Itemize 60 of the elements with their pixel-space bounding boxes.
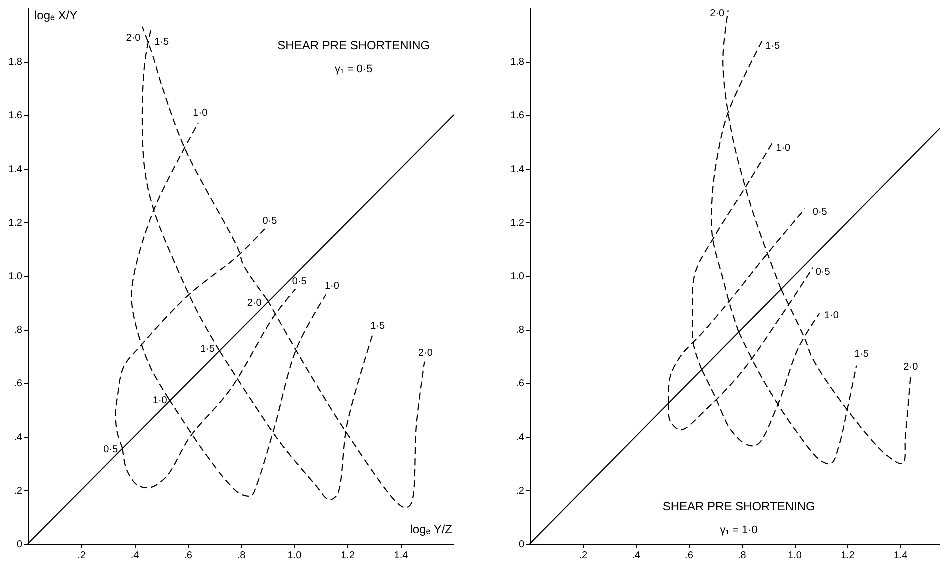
x-tick-label: .4	[632, 550, 641, 562]
x-tick-label: .6	[184, 550, 193, 562]
annotation: 0·5	[262, 216, 278, 228]
text: SHEAR PRE SHORTENING	[278, 38, 430, 53]
text: γ₁ = 0·5	[335, 64, 373, 76]
annotation: 1·5	[854, 348, 870, 360]
annotation: 1·5	[766, 41, 780, 52]
annotation: 1·0	[152, 395, 168, 406]
annotation: 2·0	[904, 362, 919, 374]
y-tick-label: .4	[14, 432, 23, 444]
annotation: 0·5	[812, 207, 828, 218]
x-tick-label: .8	[738, 550, 747, 562]
x-tick-label: .8	[237, 550, 246, 562]
annotation: 2·0	[247, 298, 262, 310]
annotation: 0·5	[816, 266, 831, 278]
annotation: 1·5	[200, 344, 216, 356]
x-tick-label: .6	[685, 550, 694, 562]
annotation: 1·5	[370, 320, 386, 332]
annotation: 2·0	[418, 348, 434, 359]
annotation: 2·0	[126, 32, 142, 44]
annotation: 1·0	[824, 310, 840, 322]
y-tick-label: 0	[518, 540, 525, 550]
y-tick-label: 1.6	[8, 110, 23, 122]
y-axis-title: logₑ X/Y	[34, 8, 78, 22]
y-tick-label: 0	[16, 540, 23, 550]
y-tick-label: 1.4	[510, 164, 525, 176]
annotation: 2·0	[710, 8, 726, 20]
y-tick-label: .4	[516, 432, 525, 444]
x-tick-label: 1.4	[394, 550, 409, 562]
y-tick-label: 1.8	[510, 57, 525, 68]
y-tick-label: .2	[14, 486, 23, 497]
x-tick-label: .2	[78, 550, 86, 562]
annotation: 1·0	[776, 143, 792, 154]
x-tick-label: .2	[579, 550, 588, 562]
y-tick-label: .8	[14, 325, 23, 336]
y-tick-label: 1.4	[8, 164, 23, 176]
annotation: 0·5	[292, 276, 308, 288]
annotation: 0·5	[104, 444, 118, 456]
y-tick-label: 1.2	[8, 218, 23, 229]
annotation: 1·5	[154, 36, 170, 48]
y-tick-label: 1.0	[510, 272, 525, 282]
x-tick-label: 1.4	[894, 550, 908, 562]
x-tick-label: .4	[130, 550, 140, 562]
y-tick-label: .8	[516, 325, 525, 336]
y-tick-label: 1.0	[8, 272, 23, 282]
y-tick-label: 1.8	[8, 57, 23, 68]
y-tick-label: .6	[516, 378, 525, 390]
annotation: 1·0	[193, 108, 208, 120]
x-tick-label: 1.0	[788, 550, 802, 562]
annotation: 1·0	[324, 280, 340, 292]
x-axis-title: logₑ Y/Z	[410, 522, 452, 536]
y-tick-label: 1.6	[510, 110, 525, 122]
x-tick-label: 1.0	[288, 550, 302, 562]
x-tick-label: 1.2	[341, 550, 356, 562]
y-tick-label: 1.2	[510, 218, 525, 229]
text: γ₁ = 1·0	[720, 524, 758, 536]
x-tick-label: 1.2	[840, 550, 856, 562]
text: SHEAR PRE SHORTENING	[662, 499, 816, 514]
y-tick-label: .2	[516, 486, 525, 497]
y-tick-label: .6	[14, 378, 23, 390]
